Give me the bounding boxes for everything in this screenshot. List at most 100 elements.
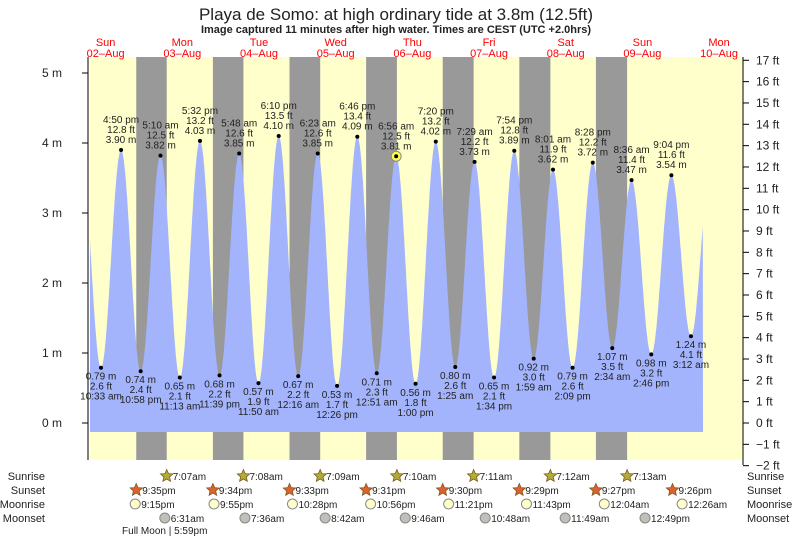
- day-label-dow: Mon: [708, 37, 729, 49]
- high-tide-label: 3.90 m: [106, 135, 137, 146]
- chart-title: Playa de Somo: at high ordinary tide at …: [199, 5, 593, 24]
- low-tide-point: [256, 381, 261, 386]
- high-tide-label: 3.62 m: [538, 155, 569, 166]
- sunset-icon: [588, 482, 604, 497]
- high-tide-label: 4:50 pm: [103, 115, 139, 126]
- y-tick-label-m: 1 m: [42, 346, 62, 360]
- plot-area: Sun02–AugMon03–AugTue04–AugWed05–AugThu0…: [0, 37, 792, 537]
- high-tide-label: 8:28 pm: [575, 128, 611, 139]
- y-tick-label-ft: 15 ft: [756, 96, 780, 110]
- moonset-icon: [559, 512, 571, 524]
- day-label-date: 10–Aug: [700, 48, 738, 60]
- low-tide-label: 3:12 am: [673, 360, 709, 371]
- day-label-date: 07–Aug: [470, 48, 508, 60]
- y-tick-label-m: 0 m: [42, 416, 62, 430]
- high-tide-label: 8:01 am: [535, 135, 571, 146]
- high-tide-point: [158, 153, 163, 158]
- low-tide-label: 2:46 pm: [633, 378, 669, 389]
- moonrise-time: 12:26am: [688, 500, 727, 511]
- high-tide-label: 7:20 pm: [418, 107, 454, 118]
- high-tide-label: 7:29 am: [457, 127, 493, 138]
- high-tide-label: 3.82 m: [145, 141, 176, 152]
- high-tide-label: 3.81 m: [381, 141, 412, 152]
- day-label-dow: Thu: [403, 37, 422, 49]
- day-label-dow: Sun: [96, 37, 116, 49]
- day-label-dow: Wed: [324, 37, 346, 49]
- sunset-time: 9:27pm: [602, 486, 635, 497]
- moonset-time: 6:31am: [171, 514, 204, 525]
- sunset-icon: [665, 482, 680, 497]
- sunrise-icon: [543, 468, 558, 483]
- moonrise-icon: [286, 498, 298, 510]
- low-tide-label: 10:33 am: [80, 392, 122, 403]
- y-tick-label-ft: −1 ft: [756, 437, 780, 451]
- low-tide-point: [217, 373, 222, 378]
- y-tick-label-ft: 7 ft: [756, 267, 773, 281]
- moonset-time: 10:48am: [491, 514, 530, 525]
- low-tide-label: 0.56 m: [400, 388, 431, 399]
- high-tide-label: 4.09 m: [342, 122, 373, 133]
- high-tide-label: 3.73 m: [459, 147, 490, 158]
- day-label-date: 05–Aug: [317, 48, 355, 60]
- day-label-date: 09–Aug: [623, 48, 661, 60]
- row-label-sunset: Sunset: [11, 485, 45, 497]
- high-tide-label: 3.85 m: [302, 139, 333, 150]
- high-tide-label: 5:48 am: [221, 119, 257, 130]
- y-tick-label-ft: 8 ft: [756, 245, 773, 259]
- high-tide-label: 12.5 ft: [382, 131, 410, 142]
- low-tide-label: 0.65 m: [479, 382, 510, 393]
- day-label-date: 03–Aug: [163, 48, 201, 60]
- moonset-time: 8:42am: [331, 514, 364, 525]
- moonset-icon: [479, 512, 491, 524]
- high-tide-point: [315, 151, 320, 156]
- sunset-icon: [282, 482, 297, 497]
- y-tick-label-ft: 12 ft: [756, 160, 780, 174]
- low-tide-point: [177, 375, 182, 380]
- moonrise-icon: [208, 498, 220, 510]
- low-tide-label: 0.65 m: [165, 382, 196, 393]
- low-tide-point: [531, 356, 536, 361]
- high-tide-label: 6:56 am: [378, 121, 414, 132]
- day-label-date: 04–Aug: [240, 48, 278, 60]
- high-tide-label: 8:36 am: [613, 145, 649, 156]
- high-tide-point: [197, 138, 202, 143]
- sunrise-icon: [389, 468, 405, 483]
- sunset-icon: [512, 482, 527, 497]
- y-tick-label-ft: 5 ft: [756, 309, 773, 323]
- high-tide-point: [355, 134, 360, 139]
- y-tick-label-ft: 6 ft: [756, 288, 773, 302]
- low-tide-label: 0.79 m: [86, 372, 117, 383]
- chart-subtitle: Image captured 11 minutes after high wat…: [201, 24, 591, 36]
- low-tide-label: 1.7 ft: [326, 400, 348, 411]
- low-tide-label: 2.6 ft: [444, 381, 466, 392]
- low-tide-label: 2.6 ft: [561, 382, 583, 393]
- moonrise-icon: [676, 498, 688, 510]
- sunrise-icon: [466, 468, 481, 483]
- moonrise-time: 12:04am: [610, 500, 649, 511]
- high-tide-label: 3.85 m: [224, 139, 255, 150]
- low-tide-label: 4.1 ft: [680, 350, 702, 361]
- moonrise-icon: [129, 498, 141, 510]
- moonset-icon: [159, 512, 171, 524]
- low-tide-label: 0.68 m: [204, 379, 235, 390]
- moonset-time: 9:46am: [411, 514, 444, 525]
- low-tide-label: 1.24 m: [676, 340, 707, 351]
- sunrise-time: 7:07am: [173, 472, 206, 483]
- sunset-icon: [435, 482, 450, 497]
- high-tide-label: 12.5 ft: [147, 131, 175, 142]
- low-tide-label: 3.2 ft: [640, 368, 662, 379]
- y-tick-label-m: 4 m: [42, 136, 62, 150]
- low-tide-label: 1.07 m: [597, 352, 628, 363]
- low-tide-label: 1:34 pm: [476, 402, 512, 413]
- low-tide-label: 1.9 ft: [247, 397, 269, 408]
- high-tide-label: 12.2 ft: [461, 137, 489, 148]
- high-tide-point: [237, 151, 242, 156]
- y-tick-label-ft: 17 ft: [756, 53, 780, 67]
- low-tide-label: 12:51 am: [356, 397, 398, 408]
- row-label-moonset-right: Moonset: [747, 513, 789, 525]
- day-label-dow: Sat: [557, 37, 574, 49]
- y-tick-label-ft: 13 ft: [756, 139, 780, 153]
- low-tide-label: 2:09 pm: [555, 392, 591, 403]
- high-tide-point: [512, 148, 517, 153]
